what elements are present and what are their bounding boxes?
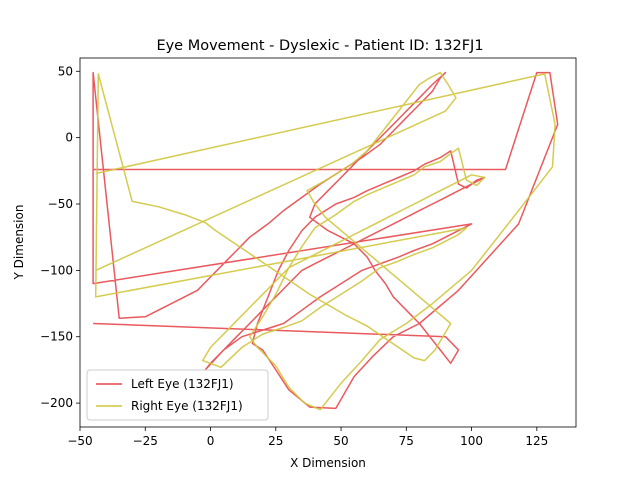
x-tick-label: −50 — [67, 434, 92, 448]
y-tick-label: −50 — [48, 197, 73, 211]
legend-label-right-eye: Right Eye (132FJ1) — [131, 399, 243, 413]
y-tick-label: −100 — [40, 263, 73, 277]
series-line-right-eye — [94, 71, 556, 411]
y-tick-label: −200 — [40, 396, 73, 410]
legend-label-left-eye: Left Eye (132FJ1) — [131, 377, 234, 391]
plot-frame — [79, 57, 577, 428]
x-tick-label: −25 — [133, 434, 158, 448]
y-tick-label: 50 — [58, 64, 73, 78]
x-tick-label: 125 — [525, 434, 548, 448]
x-tick-label: 50 — [333, 434, 348, 448]
y-axis: −200 −150 −100 −50 0 50 — [40, 64, 80, 410]
x-tick-label: 25 — [268, 434, 283, 448]
x-tick-label: 75 — [399, 434, 414, 448]
x-axis: −50 −25 0 25 50 75 100 125 — [67, 427, 548, 448]
x-tick-label: 0 — [207, 434, 215, 448]
y-tick-label: 0 — [65, 131, 73, 145]
legend: Left Eye (132FJ1) Right Eye (132FJ1) — [86, 369, 269, 421]
legend-box — [86, 369, 269, 421]
x-tick-label: 100 — [460, 434, 483, 448]
x-axis-label: X Dimension — [290, 456, 366, 470]
series-layer — [92, 71, 559, 411]
y-axis-label: Y Dimension — [12, 205, 26, 281]
plot-area — [79, 57, 577, 428]
chart-title: Eye Movement - Dyslexic - Patient ID: 13… — [156, 38, 483, 54]
y-tick-label: −150 — [40, 330, 73, 344]
